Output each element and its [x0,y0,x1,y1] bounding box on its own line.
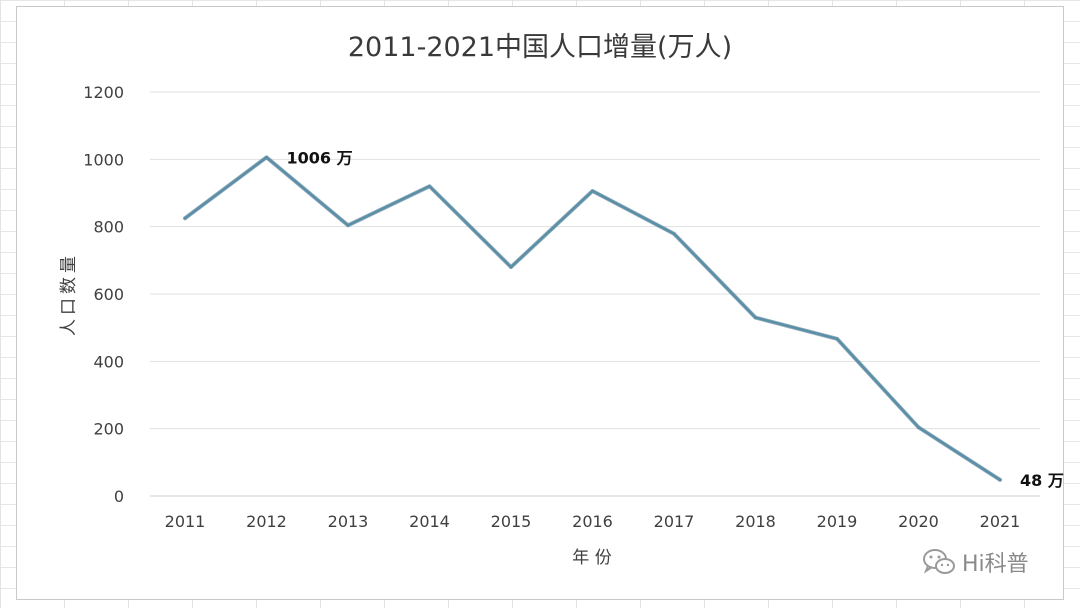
x-tick-label: 2011 [165,512,206,531]
data-point [265,155,268,159]
series-line [183,156,1002,482]
data-point [591,189,594,193]
y-tick-label: 800 [93,218,124,237]
watermark-text: Hi科普 [962,552,1029,577]
x-axis-ticks: 2011 2012 2013 2014 2015 2016 2017 2018 2019 2020… [165,512,1021,531]
data-label: 1006 万 [287,148,353,167]
chart-title: 2011-2021中国人口增量(万人) [348,32,732,63]
y-tick-label: 1000 [83,150,124,169]
data-point [428,184,431,188]
data-label: 48 万 [1020,471,1064,490]
x-tick-label: 2016 [572,512,613,531]
x-tick-label: 2014 [409,512,450,531]
data-series [183,155,1002,482]
x-tick-label: 2012 [246,512,287,531]
watermark: Hi科普 [922,544,1029,580]
grid-lines [150,91,1040,497]
y-axis-label: 人口数量 [59,252,79,336]
series-line-shadow [183,155,1002,482]
x-tick-label: 2020 [898,512,939,531]
data-annotations: 1006 万 48 万 [287,148,1064,490]
data-point [672,232,676,236]
wechat-icon [923,549,955,574]
x-tick-label: 2018 [735,512,776,531]
data-point [509,265,513,269]
x-tick-label: 2017 [654,512,695,531]
chart-frame [16,6,1064,600]
y-tick-label: 400 [93,352,124,371]
data-point [917,425,920,429]
data-point [346,223,350,227]
x-tick-label: 2019 [817,512,858,531]
x-tick-label: 2015 [491,512,532,531]
y-tick-label: 1200 [83,83,124,102]
data-point [835,337,839,341]
y-tick-label: 600 [93,285,124,304]
x-tick-label: 2013 [328,512,369,531]
data-point [754,316,757,320]
data-point [183,216,187,220]
x-axis-label: 年 份 [572,548,611,568]
y-tick-label: 200 [93,420,124,439]
y-tick-label: 0 [114,487,124,506]
y-axis-ticks: 0 200 400 600 800 1000 1200 [83,83,124,506]
x-tick-label: 2021 [980,512,1021,531]
data-point [998,478,1002,482]
